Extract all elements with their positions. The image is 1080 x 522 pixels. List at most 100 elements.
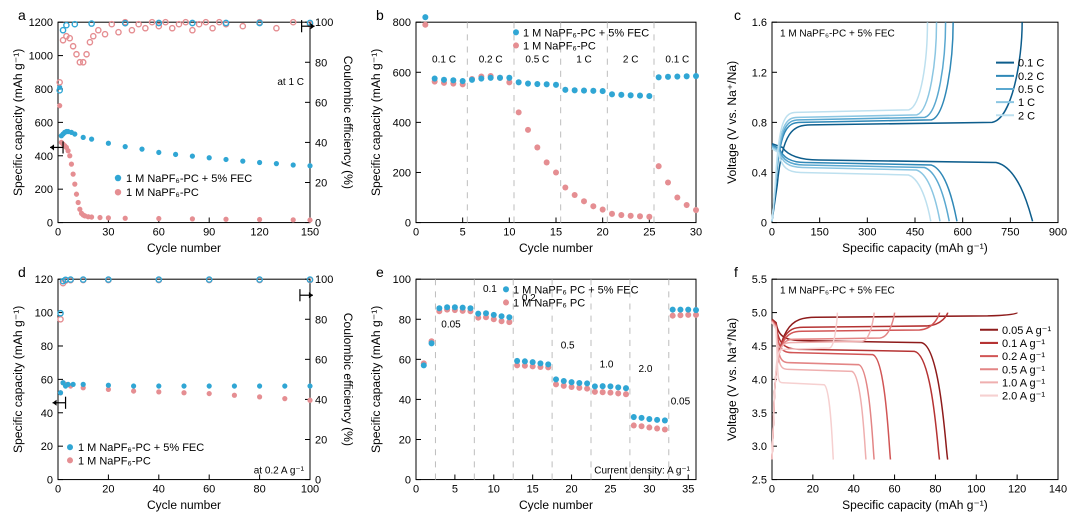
svg-text:Cycle number: Cycle number [519, 498, 593, 512]
svg-text:1.6: 1.6 [752, 17, 767, 29]
svg-text:Coulombic efficiency (%): Coulombic efficiency (%) [341, 313, 355, 446]
svg-text:60: 60 [41, 374, 53, 386]
svg-text:1 C: 1 C [1018, 97, 1035, 109]
svg-text:100: 100 [315, 274, 333, 286]
svg-text:1 M NaPF₆-PC: 1 M NaPF₆-PC [78, 455, 151, 467]
svg-text:1.0: 1.0 [600, 359, 614, 370]
figure-wrap: 0306090120150Cycle number020040060080010… [0, 0, 1080, 522]
svg-text:400: 400 [35, 151, 53, 163]
svg-text:0.2 C: 0.2 C [479, 54, 503, 65]
svg-text:40: 40 [399, 394, 411, 406]
svg-text:80: 80 [315, 57, 327, 69]
svg-text:1 M NaPF₆-PC + 5% FEC: 1 M NaPF₆-PC + 5% FEC [780, 28, 895, 39]
svg-text:d: d [18, 264, 26, 280]
svg-text:0: 0 [55, 484, 61, 496]
svg-text:0.5 C: 0.5 C [1018, 84, 1044, 96]
svg-text:20: 20 [399, 434, 411, 446]
svg-text:5: 5 [452, 484, 458, 496]
svg-text:80: 80 [41, 341, 53, 353]
svg-text:Cycle number: Cycle number [147, 241, 221, 255]
svg-text:0: 0 [413, 227, 419, 239]
svg-text:1 M NaPF₆-PC + 5% FEC: 1 M NaPF₆-PC + 5% FEC [780, 285, 895, 296]
svg-text:60: 60 [315, 354, 327, 366]
svg-text:60: 60 [399, 354, 411, 366]
svg-text:120: 120 [1008, 484, 1026, 496]
svg-text:0.2 C: 0.2 C [1018, 71, 1044, 83]
svg-text:c: c [734, 7, 741, 23]
svg-text:0: 0 [47, 475, 53, 487]
svg-text:5.5: 5.5 [752, 274, 767, 286]
svg-text:0: 0 [47, 218, 53, 230]
svg-text:25: 25 [643, 227, 655, 239]
svg-text:25: 25 [604, 484, 616, 496]
svg-text:450: 450 [906, 227, 924, 239]
svg-text:f: f [734, 264, 738, 280]
svg-text:20: 20 [565, 484, 577, 496]
svg-text:0.5 C: 0.5 C [525, 54, 549, 65]
svg-text:40: 40 [315, 137, 327, 149]
svg-text:0: 0 [315, 475, 321, 487]
svg-text:0.05: 0.05 [441, 319, 461, 330]
svg-text:a: a [18, 7, 26, 23]
svg-text:0.5: 0.5 [561, 340, 575, 351]
panel-f: 020406080100120140Specific capacity (mAh… [722, 263, 1074, 516]
svg-text:10: 10 [503, 227, 515, 239]
svg-text:15: 15 [550, 227, 562, 239]
svg-text:60: 60 [153, 227, 165, 239]
svg-text:1200: 1200 [29, 17, 53, 29]
panel-a: 0306090120150Cycle number020040060080010… [6, 6, 358, 259]
svg-text:90: 90 [203, 227, 215, 239]
svg-text:800: 800 [393, 17, 411, 29]
svg-text:20: 20 [315, 177, 327, 189]
svg-text:0.1 C: 0.1 C [432, 54, 456, 65]
svg-text:20: 20 [102, 484, 114, 496]
svg-text:5.0: 5.0 [752, 308, 767, 320]
svg-text:0: 0 [761, 218, 767, 230]
svg-text:Specific capacity (mAh g⁻¹): Specific capacity (mAh g⁻¹) [842, 241, 988, 255]
svg-text:80: 80 [399, 314, 411, 326]
svg-text:20: 20 [597, 227, 609, 239]
svg-text:2 C: 2 C [1018, 110, 1035, 122]
svg-text:0.05: 0.05 [671, 396, 691, 407]
svg-text:2 C: 2 C [623, 54, 639, 65]
svg-text:1 M NaPF₆-PC + 5% FEC: 1 M NaPF₆-PC + 5% FEC [126, 173, 252, 185]
svg-text:100: 100 [393, 274, 411, 286]
panel-grid: 0306090120150Cycle number020040060080010… [0, 0, 1080, 522]
svg-text:100: 100 [35, 308, 53, 320]
svg-text:35: 35 [682, 484, 694, 496]
svg-text:750: 750 [1001, 227, 1019, 239]
svg-text:2.0: 2.0 [639, 364, 653, 375]
svg-text:0.4: 0.4 [752, 167, 767, 179]
svg-text:15: 15 [527, 484, 539, 496]
svg-text:1 M NaPF₆-PC + 5% FEC: 1 M NaPF₆-PC + 5% FEC [523, 27, 649, 39]
svg-text:0: 0 [405, 218, 411, 230]
svg-text:Specific capacity (mAh g⁻¹): Specific capacity (mAh g⁻¹) [11, 306, 25, 453]
svg-text:1.0 A g⁻¹: 1.0 A g⁻¹ [1002, 377, 1045, 389]
svg-text:2.0 A g⁻¹: 2.0 A g⁻¹ [1002, 391, 1045, 403]
svg-text:0.1: 0.1 [483, 284, 497, 295]
svg-text:80: 80 [253, 484, 265, 496]
svg-text:600: 600 [393, 67, 411, 79]
svg-text:4.5: 4.5 [752, 341, 767, 353]
svg-text:0.5 A g⁻¹: 0.5 A g⁻¹ [1002, 364, 1045, 376]
panel-d: 020406080100Cycle number020406080100120S… [6, 263, 358, 516]
panel-e: 05101520253035Cycle number020406080100Sp… [364, 263, 716, 516]
svg-text:60: 60 [203, 484, 215, 496]
svg-text:20: 20 [41, 441, 53, 453]
svg-text:1 M NaPF₆-PC: 1 M NaPF₆-PC [126, 187, 199, 199]
svg-text:100: 100 [315, 17, 333, 29]
svg-text:80: 80 [929, 484, 941, 496]
svg-text:0: 0 [405, 475, 411, 487]
svg-text:Specific capacity (mAh g⁻¹): Specific capacity (mAh g⁻¹) [842, 498, 988, 512]
svg-text:200: 200 [393, 167, 411, 179]
svg-text:0: 0 [55, 227, 61, 239]
svg-text:1 C: 1 C [576, 54, 592, 65]
svg-text:40: 40 [153, 484, 165, 496]
svg-text:0.8: 0.8 [752, 117, 767, 129]
svg-text:Coulombic efficiency (%): Coulombic efficiency (%) [341, 56, 355, 189]
svg-text:0: 0 [769, 227, 775, 239]
svg-text:40: 40 [41, 408, 53, 420]
svg-text:200: 200 [35, 184, 53, 196]
svg-text:2.5: 2.5 [752, 475, 767, 487]
svg-text:600: 600 [954, 227, 972, 239]
